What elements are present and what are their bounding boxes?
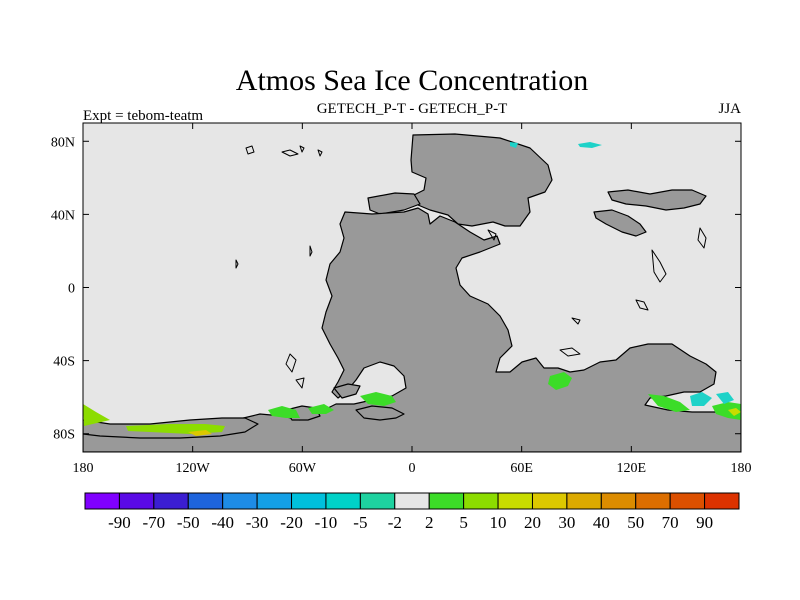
colorbar-label: -70 <box>143 513 166 532</box>
colorbar-bin <box>531 492 568 510</box>
colorbar-bin <box>600 492 637 510</box>
anomaly-cyan-southeast <box>690 392 712 406</box>
land-southwest-island <box>333 383 361 399</box>
colorbar-bin <box>669 492 706 510</box>
colorbar-bin <box>635 492 671 510</box>
map-panel: 180 120W 60W 0 60E 120E 180 80N 40N 0 40S 80S <box>51 122 752 476</box>
colorbar-label: -5 <box>353 513 367 532</box>
coast-speck <box>317 149 323 157</box>
anomaly-cyan-north <box>510 142 518 148</box>
left-label: Expt = tebom-teatm <box>83 108 203 124</box>
colorbar-bin <box>187 492 224 510</box>
colorbar: -90 -70 -50 -40 -30 -20 -10 -5 -2 2 5 10 20 30 40 50 70 9… <box>84 492 740 532</box>
coast-speck <box>299 145 305 153</box>
anomaly-south-pacific <box>83 404 110 426</box>
y-axis: 80N 40N 0 40S 80S <box>51 135 741 443</box>
coast-speck <box>559 347 581 357</box>
x-axis: 180 120W 60W 0 60E 120E 180 <box>73 123 752 476</box>
anomaly-southwest-pacific <box>648 394 690 412</box>
x-tick-label: 180 <box>731 461 752 476</box>
anomaly-yellow-southeast <box>728 408 741 416</box>
x-tick-label: 60W <box>289 461 317 476</box>
colorbar-bin <box>359 492 396 510</box>
x-tick-label: 0 <box>409 461 416 476</box>
colorbar-label: 40 <box>593 513 610 532</box>
center-label: GETECH_P-T - GETECH_P-T <box>317 101 508 117</box>
colorbar-label: -90 <box>108 513 131 532</box>
y-tick-label: 80S <box>53 428 75 443</box>
land-pangea-central <box>83 207 741 452</box>
anomaly-south-atlantic <box>268 406 300 418</box>
x-tick-label: 120E <box>617 461 647 476</box>
land-north-laurasia <box>410 133 553 227</box>
colorbar-label: 50 <box>627 513 644 532</box>
x-tick-label: 60E <box>510 461 533 476</box>
colorbar-label: 30 <box>558 513 575 532</box>
colorbar-bin <box>704 492 740 510</box>
coast-speck <box>295 377 305 389</box>
coast-speck <box>235 259 239 269</box>
coast-speck <box>571 317 581 325</box>
y-tick-label: 40N <box>51 208 75 223</box>
coast-speck <box>697 227 707 249</box>
coast-speck <box>309 245 313 257</box>
anomaly-south-atlantic <box>308 404 334 414</box>
y-tick-label: 80N <box>51 135 75 150</box>
colorbar-bin <box>566 492 602 510</box>
colorbar-bin <box>428 492 465 510</box>
colorbar-bin <box>153 492 189 510</box>
colorbar-bin <box>84 492 120 510</box>
colorbar-bin <box>118 492 155 510</box>
coast-speck <box>285 353 297 373</box>
figure-title: Atmos Sea Ice Concentration <box>236 64 588 97</box>
coast-speck <box>245 145 255 155</box>
colorbar-label: -40 <box>211 513 234 532</box>
coast-speck <box>487 229 497 241</box>
colorbar-label: -20 <box>280 513 303 532</box>
colorbar-label: 20 <box>524 513 541 532</box>
anomaly-south-atlantic <box>360 392 396 406</box>
colorbar-bin <box>291 492 327 510</box>
colorbar-bin <box>497 492 533 510</box>
colorbar-label: 90 <box>696 513 713 532</box>
anomaly-orange-south-pacific <box>188 430 212 436</box>
right-label: JJA <box>718 101 741 117</box>
land-east-island <box>607 189 707 211</box>
colorbar-label: -10 <box>315 513 338 532</box>
colorbar-bin <box>463 492 499 510</box>
colorbar-label: -50 <box>177 513 200 532</box>
y-tick-label: 40S <box>53 355 75 370</box>
colorbar-label: -2 <box>388 513 402 532</box>
colorbar-bin <box>222 492 258 510</box>
coast-speck <box>635 299 649 311</box>
colorbar-label: 10 <box>490 513 507 532</box>
x-tick-label: 180 <box>73 461 94 476</box>
land-south-atlantic-island <box>355 405 405 421</box>
x-tick-label: 120W <box>176 461 211 476</box>
colorbar-bin <box>256 492 293 510</box>
coast-speck <box>281 149 299 157</box>
land-east-small-island <box>593 209 647 237</box>
colorbar-label: 5 <box>459 513 468 532</box>
coast-speck <box>651 249 667 283</box>
land-europe <box>367 192 421 215</box>
y-tick-label: 0 <box>68 282 75 297</box>
colorbar-label: 2 <box>425 513 434 532</box>
colorbar-bin <box>394 492 430 510</box>
colorbar-bin <box>325 492 361 510</box>
anomaly-cyan-southeast <box>716 392 734 404</box>
colorbar-label: -30 <box>246 513 269 532</box>
colorbar-label: 70 <box>662 513 679 532</box>
anomaly-cyan-north <box>578 142 602 148</box>
anomaly-south-indian <box>548 372 572 390</box>
